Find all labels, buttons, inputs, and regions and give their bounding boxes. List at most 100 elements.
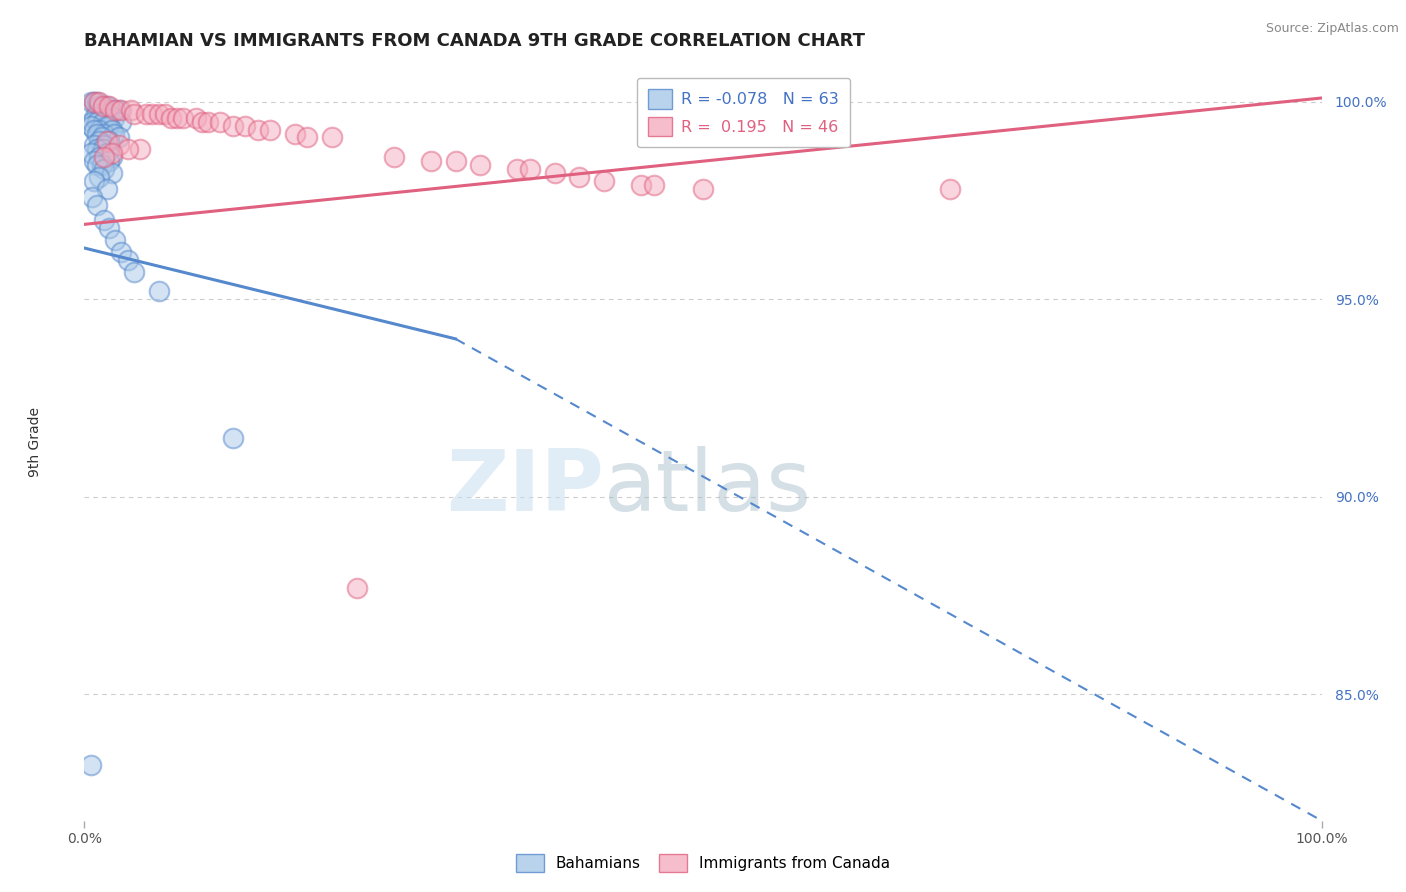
Legend: R = -0.078   N = 63, R =  0.195   N = 46: R = -0.078 N = 63, R = 0.195 N = 46 [637, 78, 851, 147]
Point [104, 103, 127, 117]
Point [86, 158, 108, 172]
Point [98, 221, 121, 235]
Point [122, 265, 145, 279]
Point [108, 138, 131, 153]
Point [568, 169, 591, 184]
Point [83, 122, 105, 136]
Point [90, 107, 112, 121]
Point [110, 244, 132, 259]
Point [83, 154, 105, 169]
Point [98, 135, 121, 149]
Point [83, 95, 105, 109]
Point [96, 99, 118, 113]
Text: 9th Grade: 9th Grade [28, 407, 42, 476]
Point [96, 182, 118, 196]
Point [129, 142, 152, 156]
Point [83, 174, 105, 188]
Point [86, 127, 108, 141]
Point [80, 114, 103, 128]
Point [222, 431, 245, 445]
Point [91, 99, 114, 113]
Point [93, 162, 115, 177]
Point [104, 233, 127, 247]
Point [148, 107, 170, 121]
Point [98, 99, 121, 113]
Text: atlas: atlas [605, 445, 813, 529]
Point [233, 119, 256, 133]
Point [93, 138, 115, 153]
Point [96, 146, 118, 161]
Point [184, 111, 207, 125]
Point [83, 95, 105, 109]
Point [98, 119, 121, 133]
Point [166, 111, 188, 125]
Point [100, 103, 122, 117]
Point [79, 95, 101, 109]
Point [98, 154, 121, 169]
Point [117, 252, 139, 267]
Point [89, 99, 111, 113]
Point [79, 758, 101, 772]
Point [98, 107, 121, 121]
Text: ZIP: ZIP [446, 445, 605, 529]
Point [419, 154, 441, 169]
Point [104, 103, 127, 117]
Point [80, 190, 103, 204]
Point [209, 114, 232, 128]
Point [108, 130, 131, 145]
Point [91, 99, 114, 113]
Point [117, 142, 139, 156]
Point [86, 197, 108, 211]
Point [89, 95, 111, 109]
Point [246, 122, 269, 136]
Point [153, 107, 176, 121]
Point [222, 119, 245, 133]
Point [444, 154, 467, 169]
Point [86, 142, 108, 156]
Point [93, 150, 115, 164]
Point [96, 111, 118, 125]
Text: BAHAMIAN VS IMMIGRANTS FROM CANADA 9TH GRADE CORRELATION CHART: BAHAMIAN VS IMMIGRANTS FROM CANADA 9TH G… [84, 32, 865, 50]
Point [135, 107, 157, 121]
Point [83, 138, 105, 153]
Point [321, 130, 343, 145]
Point [160, 111, 183, 125]
Point [96, 135, 118, 149]
Point [83, 111, 105, 125]
Point [89, 169, 111, 184]
Text: Source: ZipAtlas.com: Source: ZipAtlas.com [1265, 22, 1399, 36]
Point [519, 162, 541, 177]
Point [103, 111, 125, 125]
Point [91, 142, 114, 156]
Point [96, 119, 118, 133]
Point [79, 146, 101, 161]
Point [86, 95, 108, 109]
Point [100, 122, 122, 136]
Point [90, 158, 112, 172]
Point [100, 166, 122, 180]
Point [148, 285, 170, 299]
Point [346, 581, 368, 595]
Point [692, 182, 714, 196]
Point [90, 130, 112, 145]
Point [89, 122, 111, 136]
Point [470, 158, 492, 172]
Point [89, 150, 111, 164]
Point [543, 166, 565, 180]
Point [79, 119, 101, 133]
Point [643, 178, 665, 192]
Point [91, 114, 114, 128]
Point [630, 178, 652, 192]
Point [295, 130, 318, 145]
Point [89, 135, 111, 149]
Point [93, 107, 115, 121]
Point [100, 146, 122, 161]
Point [93, 127, 115, 141]
Point [382, 150, 405, 164]
Point [122, 107, 145, 121]
Legend: Bahamians, Immigrants from Canada: Bahamians, Immigrants from Canada [509, 846, 897, 880]
Point [110, 114, 132, 128]
Point [172, 111, 194, 125]
Point [98, 103, 121, 117]
Point [86, 107, 108, 121]
